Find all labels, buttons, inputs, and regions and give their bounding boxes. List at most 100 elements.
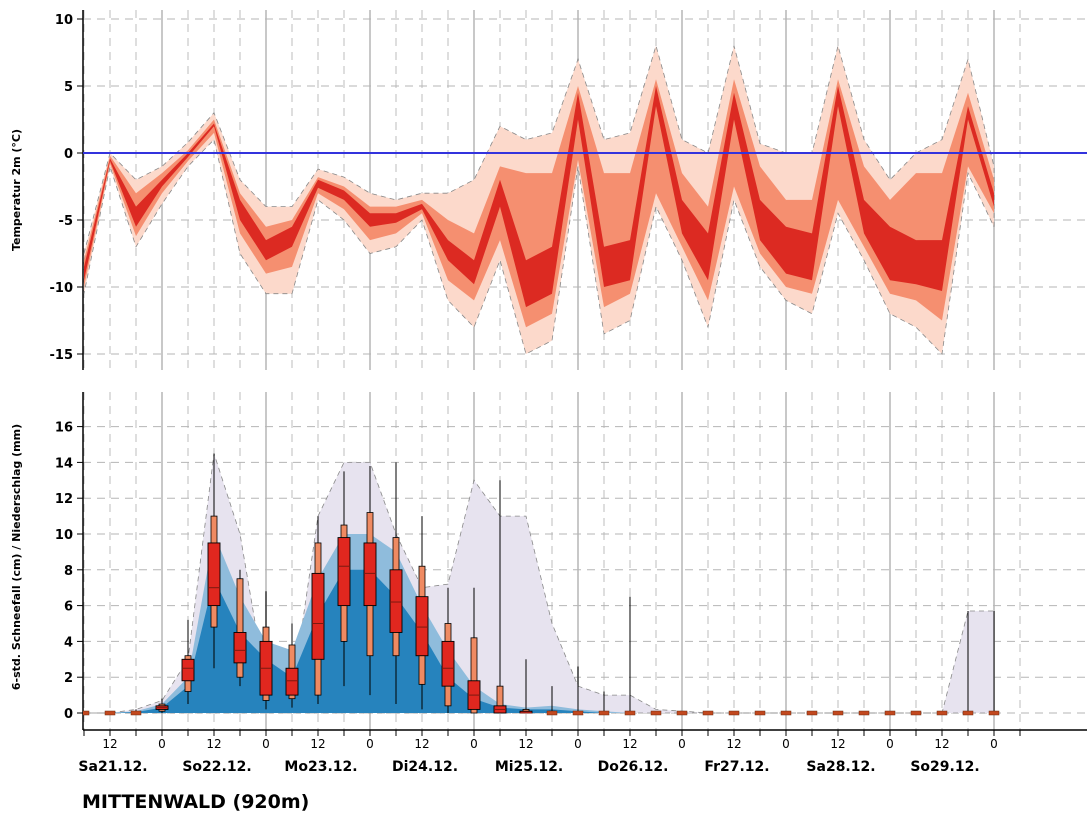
x-hour-label: 12 <box>830 737 845 751</box>
precipitation-box-inner <box>181 658 195 682</box>
x-hour-label: 12 <box>934 737 949 751</box>
precipitation-box-flat <box>650 710 662 716</box>
precipitation-box <box>130 709 142 716</box>
precipitation-band-inner <box>84 569 994 713</box>
x-hour-label: 12 <box>518 737 533 751</box>
precipitation-box <box>259 591 273 710</box>
precipitation-box <box>728 710 740 716</box>
precipitation-box <box>884 710 896 716</box>
precipitation-box-inner <box>363 542 377 607</box>
x-day-label: Sa28.12. <box>806 759 875 775</box>
precipitation-box-inner <box>337 537 351 607</box>
precipitation-box <box>962 610 974 716</box>
x-hour-label: 0 <box>262 737 270 751</box>
precipitation-box-flat <box>962 710 974 716</box>
precipitation-box <box>806 710 818 716</box>
precipitation-box-flat <box>832 710 844 716</box>
precipitation-box <box>389 462 403 705</box>
precipitation-box-flat <box>910 710 922 716</box>
precipitation-tick-label: 4 <box>64 635 73 650</box>
precipitation-tick-label: 0 <box>64 707 73 722</box>
temperature-tick-label: 0 <box>64 147 73 162</box>
x-day-label: So22.12. <box>182 759 251 775</box>
precipitation-box-inner <box>233 632 247 664</box>
precipitation-box-flat <box>728 710 740 716</box>
x-day-label: So29.12. <box>910 759 979 775</box>
precipitation-box <box>650 710 662 716</box>
precipitation-box-flat <box>858 710 870 716</box>
precipitation-box <box>754 710 766 716</box>
precipitation-box <box>207 453 221 669</box>
x-day-label: Mo23.12. <box>284 759 357 775</box>
temperature-band-mid <box>84 79 994 328</box>
precipitation-box <box>155 698 169 713</box>
x-hour-label: 0 <box>678 737 686 751</box>
precipitation-box <box>624 596 636 716</box>
x-hour-label: 0 <box>470 737 478 751</box>
temperature-panel: 10 5 0 -5 -10 -15 <box>50 10 1087 370</box>
precipitation-box <box>780 710 792 716</box>
precipitation-box <box>832 710 844 716</box>
precipitation-axis-label: 6-std. Schneefall (cm) / Niederschlag (m… <box>10 424 23 690</box>
x-hour-label: 0 <box>782 737 790 751</box>
precipitation-box-flat <box>884 710 896 716</box>
x-day-label: Di24.12. <box>392 759 458 775</box>
precipitation-box-flat <box>780 710 792 716</box>
x-hour-label: 12 <box>102 737 117 751</box>
precipitation-box-inner <box>441 640 455 687</box>
precipitation-box-flat <box>702 710 714 716</box>
precipitation-box-outer <box>236 578 244 678</box>
precipitation-box <box>858 710 870 716</box>
precipitation-tick-label: 14 <box>55 456 73 471</box>
precipitation-box-inner <box>207 542 221 607</box>
precipitation-box <box>441 587 455 713</box>
temperature-tick-label: 10 <box>55 13 73 28</box>
precipitation-box <box>83 710 90 716</box>
precipitation-box-flat <box>598 710 610 716</box>
x-hour-label: 12 <box>726 737 741 751</box>
x-hour-label: 12 <box>414 737 429 751</box>
x-day-label: Do26.12. <box>598 759 669 775</box>
x-hour-label: 0 <box>366 737 374 751</box>
precipitation-box <box>676 710 688 716</box>
precipitation-tick-label: 8 <box>64 564 73 579</box>
precipitation-box-inner <box>311 572 325 660</box>
precipitation-box <box>702 710 714 716</box>
precipitation-box-inner <box>285 667 299 696</box>
precipitation-box <box>415 516 429 710</box>
precipitation-box <box>936 710 948 716</box>
precipitation-tick-label: 16 <box>55 421 73 436</box>
precipitation-box <box>910 710 922 716</box>
precipitation-box <box>519 659 533 714</box>
precipitation-box <box>598 691 610 716</box>
station-title: MITTENWALD (920m) <box>82 791 309 813</box>
precipitation-box-outer <box>470 637 478 714</box>
precipitation-box <box>363 465 377 696</box>
precipitation-box <box>285 623 299 708</box>
x-hour-label: 0 <box>990 737 998 751</box>
temperature-tick-label: -10 <box>50 281 74 296</box>
precipitation-box-inner <box>389 569 403 633</box>
precipitation-box-flat <box>988 710 1000 716</box>
precipitation-box <box>311 516 325 705</box>
precipitation-box <box>337 471 351 687</box>
temperature-tick-label: 5 <box>64 80 73 95</box>
x-hour-label: 12 <box>206 737 221 751</box>
temperature-bands <box>83 44 995 355</box>
x-hour-label: 0 <box>574 737 582 751</box>
precipitation-box <box>104 710 116 716</box>
temperature-band-inner <box>84 86 994 308</box>
x-hour-label: 12 <box>622 737 637 751</box>
x-day-label: Sa21.12. <box>78 759 147 775</box>
precipitation-box-flat <box>806 710 818 716</box>
precipitation-panel: 0 2 4 6 8 10 12 14 16 <box>55 392 1087 730</box>
precipitation-box-flat <box>754 710 766 716</box>
precipitation-box-flat <box>676 710 688 716</box>
precipitation-box <box>493 480 507 714</box>
precipitation-tick-label: 2 <box>64 671 73 686</box>
precipitation-tick-label: 10 <box>55 528 73 543</box>
precipitation-box-flat <box>546 710 558 716</box>
precipitation-box-flat <box>624 710 636 716</box>
precipitation-tick-label: 12 <box>55 492 73 507</box>
x-hour-label: 12 <box>310 737 325 751</box>
